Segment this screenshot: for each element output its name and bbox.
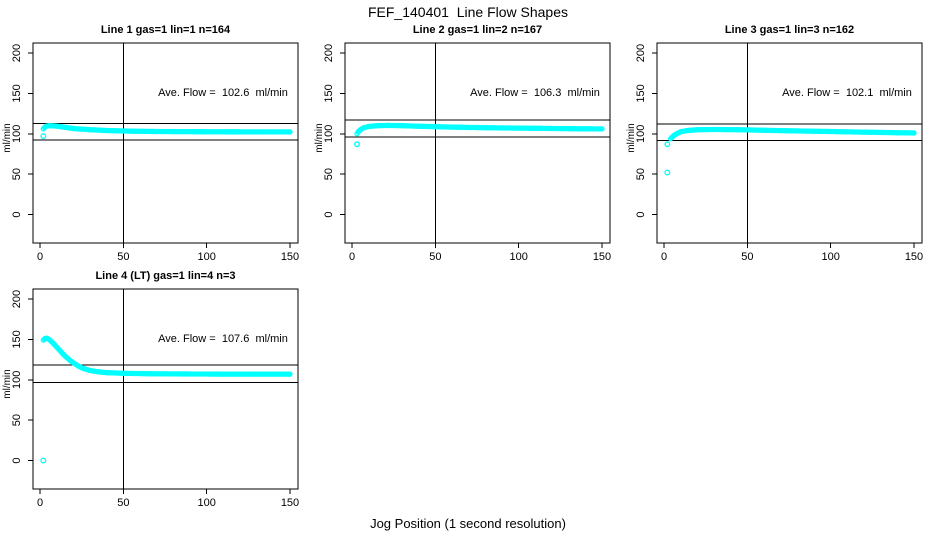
plot-canvas: 0 50 100 150 0 50 100 150 200 — [323, 42, 611, 263]
svg-text:50: 50 — [117, 251, 129, 263]
subplot-line2: Line 2 gas=1 lin=2 n=167 ml/min Ave. Flo… — [312, 20, 624, 270]
svg-text:100: 100 — [635, 125, 647, 143]
ave-flow-annotation: Ave. Flow = 102.6 ml/min — [158, 87, 288, 99]
svg-text:0: 0 — [37, 251, 43, 263]
svg-text:50: 50 — [741, 251, 753, 263]
svg-text:0: 0 — [37, 497, 43, 509]
svg-text:200: 200 — [11, 44, 23, 62]
plot-canvas: 0 50 100 150 0 50 100 150 200 — [11, 288, 299, 509]
subplot-line1: Line 1 gas=1 lin=1 n=164 ml/min Ave. Flo… — [0, 20, 312, 270]
svg-text:50: 50 — [117, 497, 129, 509]
plot-canvas: 0 50 100 150 0 50 100 150 200 — [635, 42, 923, 263]
svg-text:150: 150 — [281, 251, 299, 263]
subplot-title: Line 4 (LT) gas=1 lin=4 n=3 — [95, 270, 236, 282]
ave-flow-annotation: Ave. Flow = 106.3 ml/min — [470, 87, 600, 99]
svg-text:50: 50 — [323, 168, 335, 180]
svg-text:0: 0 — [11, 457, 23, 463]
figure-title: FEF_140401 Line Flow Shapes — [367, 4, 568, 20]
svg-text:0: 0 — [635, 211, 647, 217]
subplot-line3: Line 3 gas=1 lin=3 n=162 ml/min Ave. Flo… — [624, 20, 936, 270]
svg-text:50: 50 — [11, 414, 23, 426]
svg-text:50: 50 — [11, 168, 23, 180]
svg-text:150: 150 — [635, 84, 647, 102]
svg-text:100: 100 — [11, 371, 23, 389]
svg-text:150: 150 — [281, 497, 299, 509]
svg-text:50: 50 — [429, 251, 441, 263]
ave-flow-annotation: Ave. Flow = 107.6 ml/min — [158, 333, 288, 345]
svg-text:150: 150 — [11, 330, 23, 348]
svg-text:100: 100 — [323, 125, 335, 143]
plot-canvas: 0 50 100 150 0 50 100 150 200 — [11, 42, 299, 263]
svg-text:200: 200 — [11, 290, 23, 308]
svg-text:200: 200 — [635, 44, 647, 62]
svg-text:50: 50 — [635, 168, 647, 180]
svg-text:100: 100 — [821, 251, 839, 263]
svg-text:0: 0 — [349, 251, 355, 263]
svg-text:150: 150 — [593, 251, 611, 263]
subplot-line4: Line 4 (LT) gas=1 lin=4 n=3 ml/min Ave. … — [0, 266, 312, 516]
svg-text:0: 0 — [323, 211, 335, 217]
svg-text:100: 100 — [11, 125, 23, 143]
svg-text:150: 150 — [905, 251, 923, 263]
subplot-title: Line 3 gas=1 lin=3 n=162 — [724, 24, 855, 36]
svg-text:150: 150 — [323, 84, 335, 102]
svg-text:200: 200 — [323, 44, 335, 62]
svg-text:0: 0 — [11, 211, 23, 217]
svg-text:150: 150 — [11, 84, 23, 102]
x-axis-label: Jog Position (1 second resolution) — [370, 516, 566, 531]
svg-text:100: 100 — [197, 497, 215, 509]
subplot-title: Line 1 gas=1 lin=1 n=164 — [100, 24, 231, 36]
ave-flow-annotation: Ave. Flow = 102.1 ml/min — [782, 87, 912, 99]
svg-text:0: 0 — [661, 251, 667, 263]
subplot-title: Line 2 gas=1 lin=2 n=167 — [412, 24, 543, 36]
svg-text:100: 100 — [509, 251, 527, 263]
svg-text:100: 100 — [197, 251, 215, 263]
